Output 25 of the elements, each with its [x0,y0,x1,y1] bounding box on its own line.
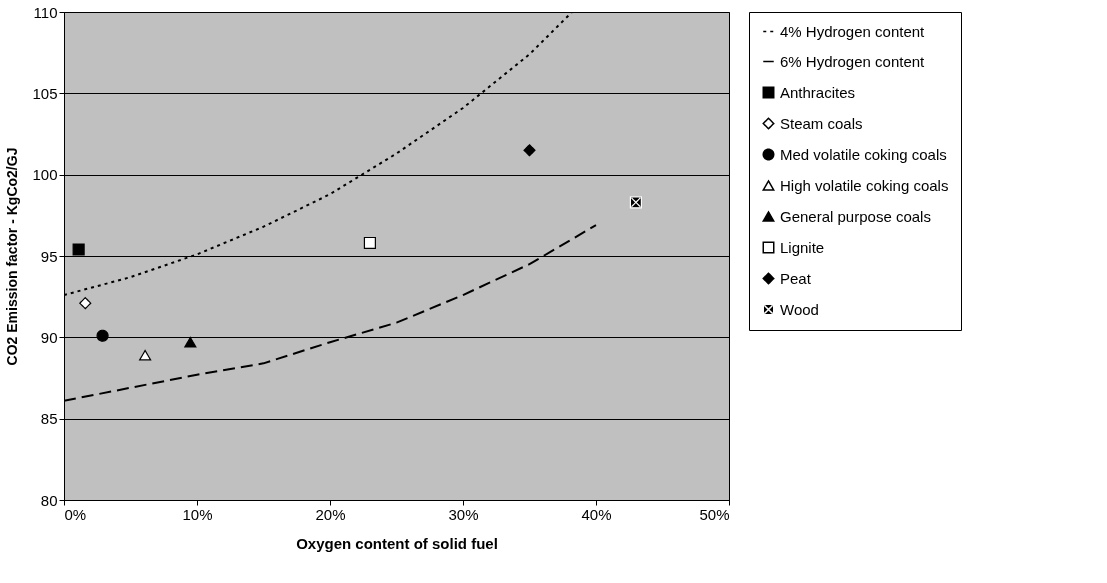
legend-label: Lignite [780,238,825,256]
x-tick-label: 10% [182,505,213,523]
x-tick-label: 20% [315,505,346,523]
legend-label: 4% Hydrogen content [780,22,926,40]
x-axis-title: Oxygen content of solid fuel [296,534,498,552]
x-tick-label: 0% [64,505,87,523]
legend-label: Steam coals [780,114,863,132]
y-tick-label: 90 [40,328,58,346]
legend-label: Med volatile coking coals [780,145,947,163]
legend-label: General purpose coals [780,207,931,225]
x-tick-label: 50% [699,505,730,523]
legend-label: High volatile coking coals [780,176,949,194]
legend-label: Anthracites [780,83,856,101]
y-tick-label: 85 [40,410,58,428]
y-tick-label: 80 [40,491,58,509]
y-tick-label: 100 [32,166,58,184]
y-tick-label: 95 [40,247,58,265]
legend-label: 6% Hydrogen content [780,52,926,70]
legend-label: Peat [780,269,812,287]
y-tick-label: 105 [32,84,58,102]
y-axis-title: CO2 Emission factor - KgCo2/GJ [4,147,21,366]
x-tick-label: 40% [581,505,612,523]
y-tick-label: 110 [33,3,58,21]
legend-label: Wood [780,300,819,318]
x-tick-label: 30% [448,505,479,523]
